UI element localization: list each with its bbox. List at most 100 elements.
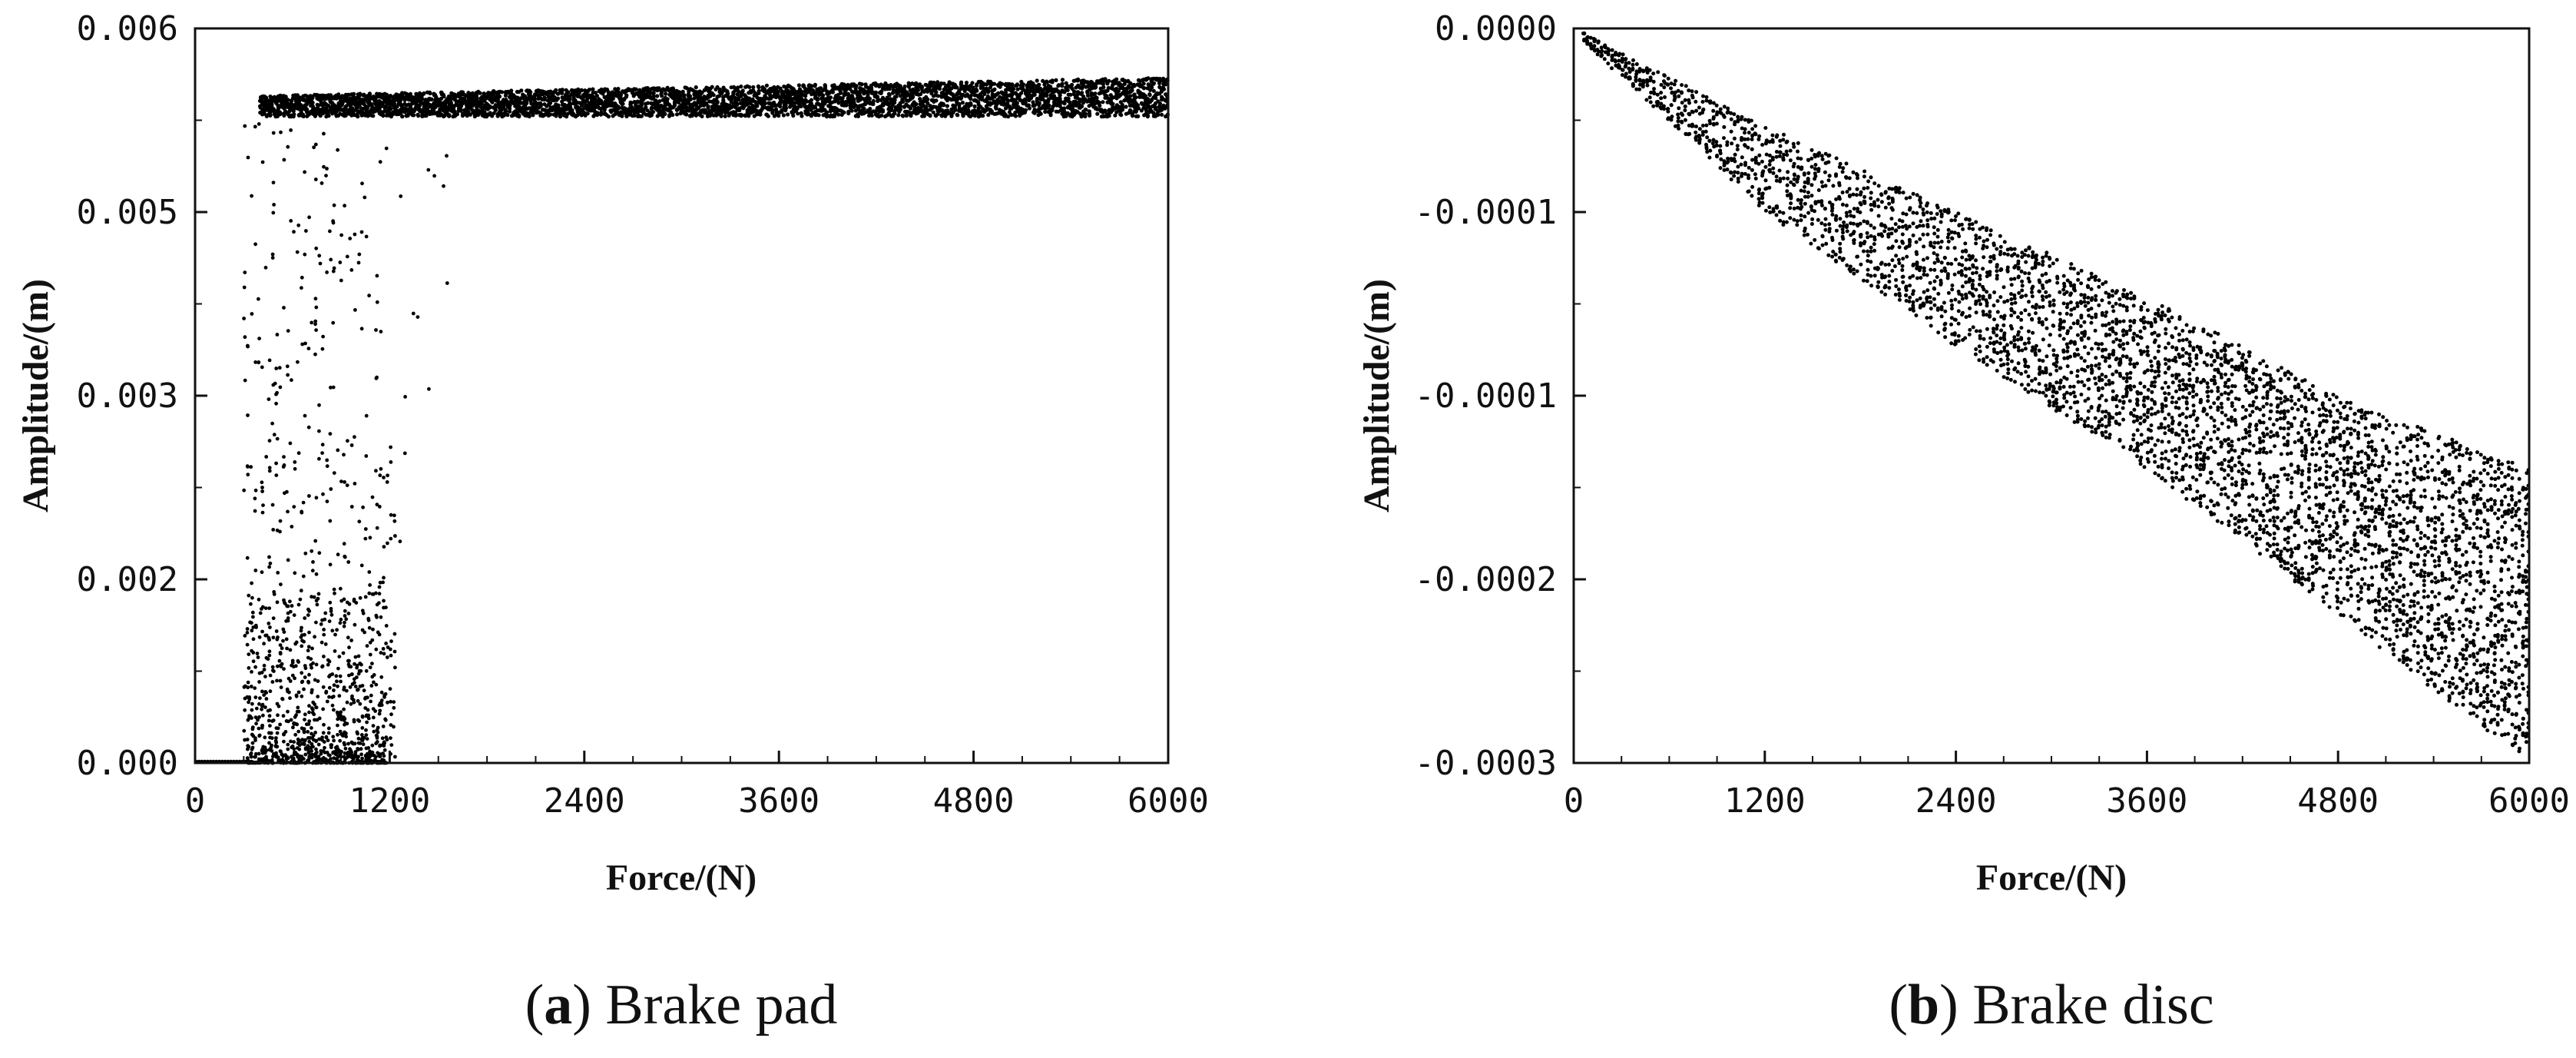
data-point [330, 628, 335, 633]
data-point [346, 635, 350, 640]
data-point [274, 366, 279, 370]
data-point [283, 602, 287, 605]
data-point [300, 275, 304, 280]
data-point [310, 706, 314, 711]
data-point [274, 629, 279, 633]
data-point [310, 726, 313, 730]
data-point [318, 261, 323, 266]
data-point [267, 714, 272, 718]
data-point [392, 700, 396, 704]
data-point [263, 633, 268, 638]
data-point [916, 88, 920, 92]
data-point [303, 666, 308, 671]
panel-a-data-points [194, 76, 1170, 765]
data-point [300, 342, 305, 347]
data-point [296, 690, 301, 695]
data-point [497, 95, 502, 99]
data-point [299, 628, 303, 633]
data-point [367, 92, 372, 98]
data-point [1026, 103, 1031, 108]
data-point [560, 88, 565, 93]
data-point [267, 653, 272, 658]
data-point [345, 483, 349, 487]
data-point [342, 597, 346, 602]
data-point [288, 441, 293, 446]
data-point [393, 534, 397, 538]
data-point [257, 733, 262, 738]
data-point [286, 98, 290, 102]
data-point [296, 705, 300, 710]
data-point [459, 108, 463, 113]
data-point [859, 82, 864, 87]
data-point [267, 649, 272, 654]
data-point [342, 542, 346, 546]
data-point [270, 736, 274, 740]
data-point [350, 682, 355, 686]
data-point [739, 113, 743, 118]
data-point [300, 738, 305, 741]
data-point [321, 707, 325, 711]
data-point [1035, 78, 1039, 83]
data-point [400, 114, 405, 119]
data-point [413, 101, 419, 106]
data-point [299, 635, 303, 639]
data-point [261, 503, 265, 507]
data-point [260, 747, 265, 751]
data-point [1038, 111, 1043, 116]
data-point [345, 600, 349, 605]
data-point [370, 662, 374, 665]
data-point [300, 694, 304, 698]
data-point [276, 704, 281, 708]
data-point [725, 91, 730, 95]
data-point [853, 89, 859, 94]
data-point [1021, 83, 1025, 88]
data-point [389, 723, 393, 727]
data-point [370, 638, 375, 642]
data-point [1060, 78, 1065, 82]
data-point [384, 642, 388, 645]
data-point [634, 87, 638, 91]
data-point [275, 731, 280, 735]
data-point [399, 194, 403, 198]
data-point [398, 539, 402, 544]
data-point [329, 606, 333, 611]
data-point [312, 145, 316, 150]
data-point [267, 555, 271, 559]
data-point [517, 113, 521, 118]
data-point [343, 620, 346, 625]
data-point [276, 571, 280, 575]
data-point [253, 242, 257, 247]
data-point [374, 328, 378, 332]
data-point [349, 505, 354, 509]
data-point [261, 713, 265, 718]
data-point [300, 510, 304, 515]
data-point [670, 112, 675, 118]
data-point [378, 744, 382, 748]
data-point [735, 102, 740, 107]
data-point [267, 622, 271, 625]
data-point [392, 513, 396, 518]
data-point [733, 111, 738, 116]
data-point [442, 184, 445, 188]
data-point [356, 114, 360, 119]
data-point [776, 92, 780, 97]
data-point [377, 592, 382, 596]
data-point [981, 114, 985, 118]
data-point [375, 615, 379, 619]
data-point [358, 595, 363, 600]
data-point [898, 107, 902, 111]
data-point [302, 687, 306, 692]
data-point [289, 739, 293, 744]
data-point [343, 751, 347, 755]
data-point [346, 560, 351, 564]
data-point [260, 489, 264, 493]
data-point [348, 752, 353, 756]
data-point [427, 386, 431, 391]
data-point [316, 755, 321, 758]
data-point [754, 104, 759, 108]
data-point [375, 728, 379, 732]
data-point [322, 131, 326, 136]
data-point [277, 366, 282, 370]
data-point [313, 319, 318, 323]
data-point [282, 455, 286, 459]
